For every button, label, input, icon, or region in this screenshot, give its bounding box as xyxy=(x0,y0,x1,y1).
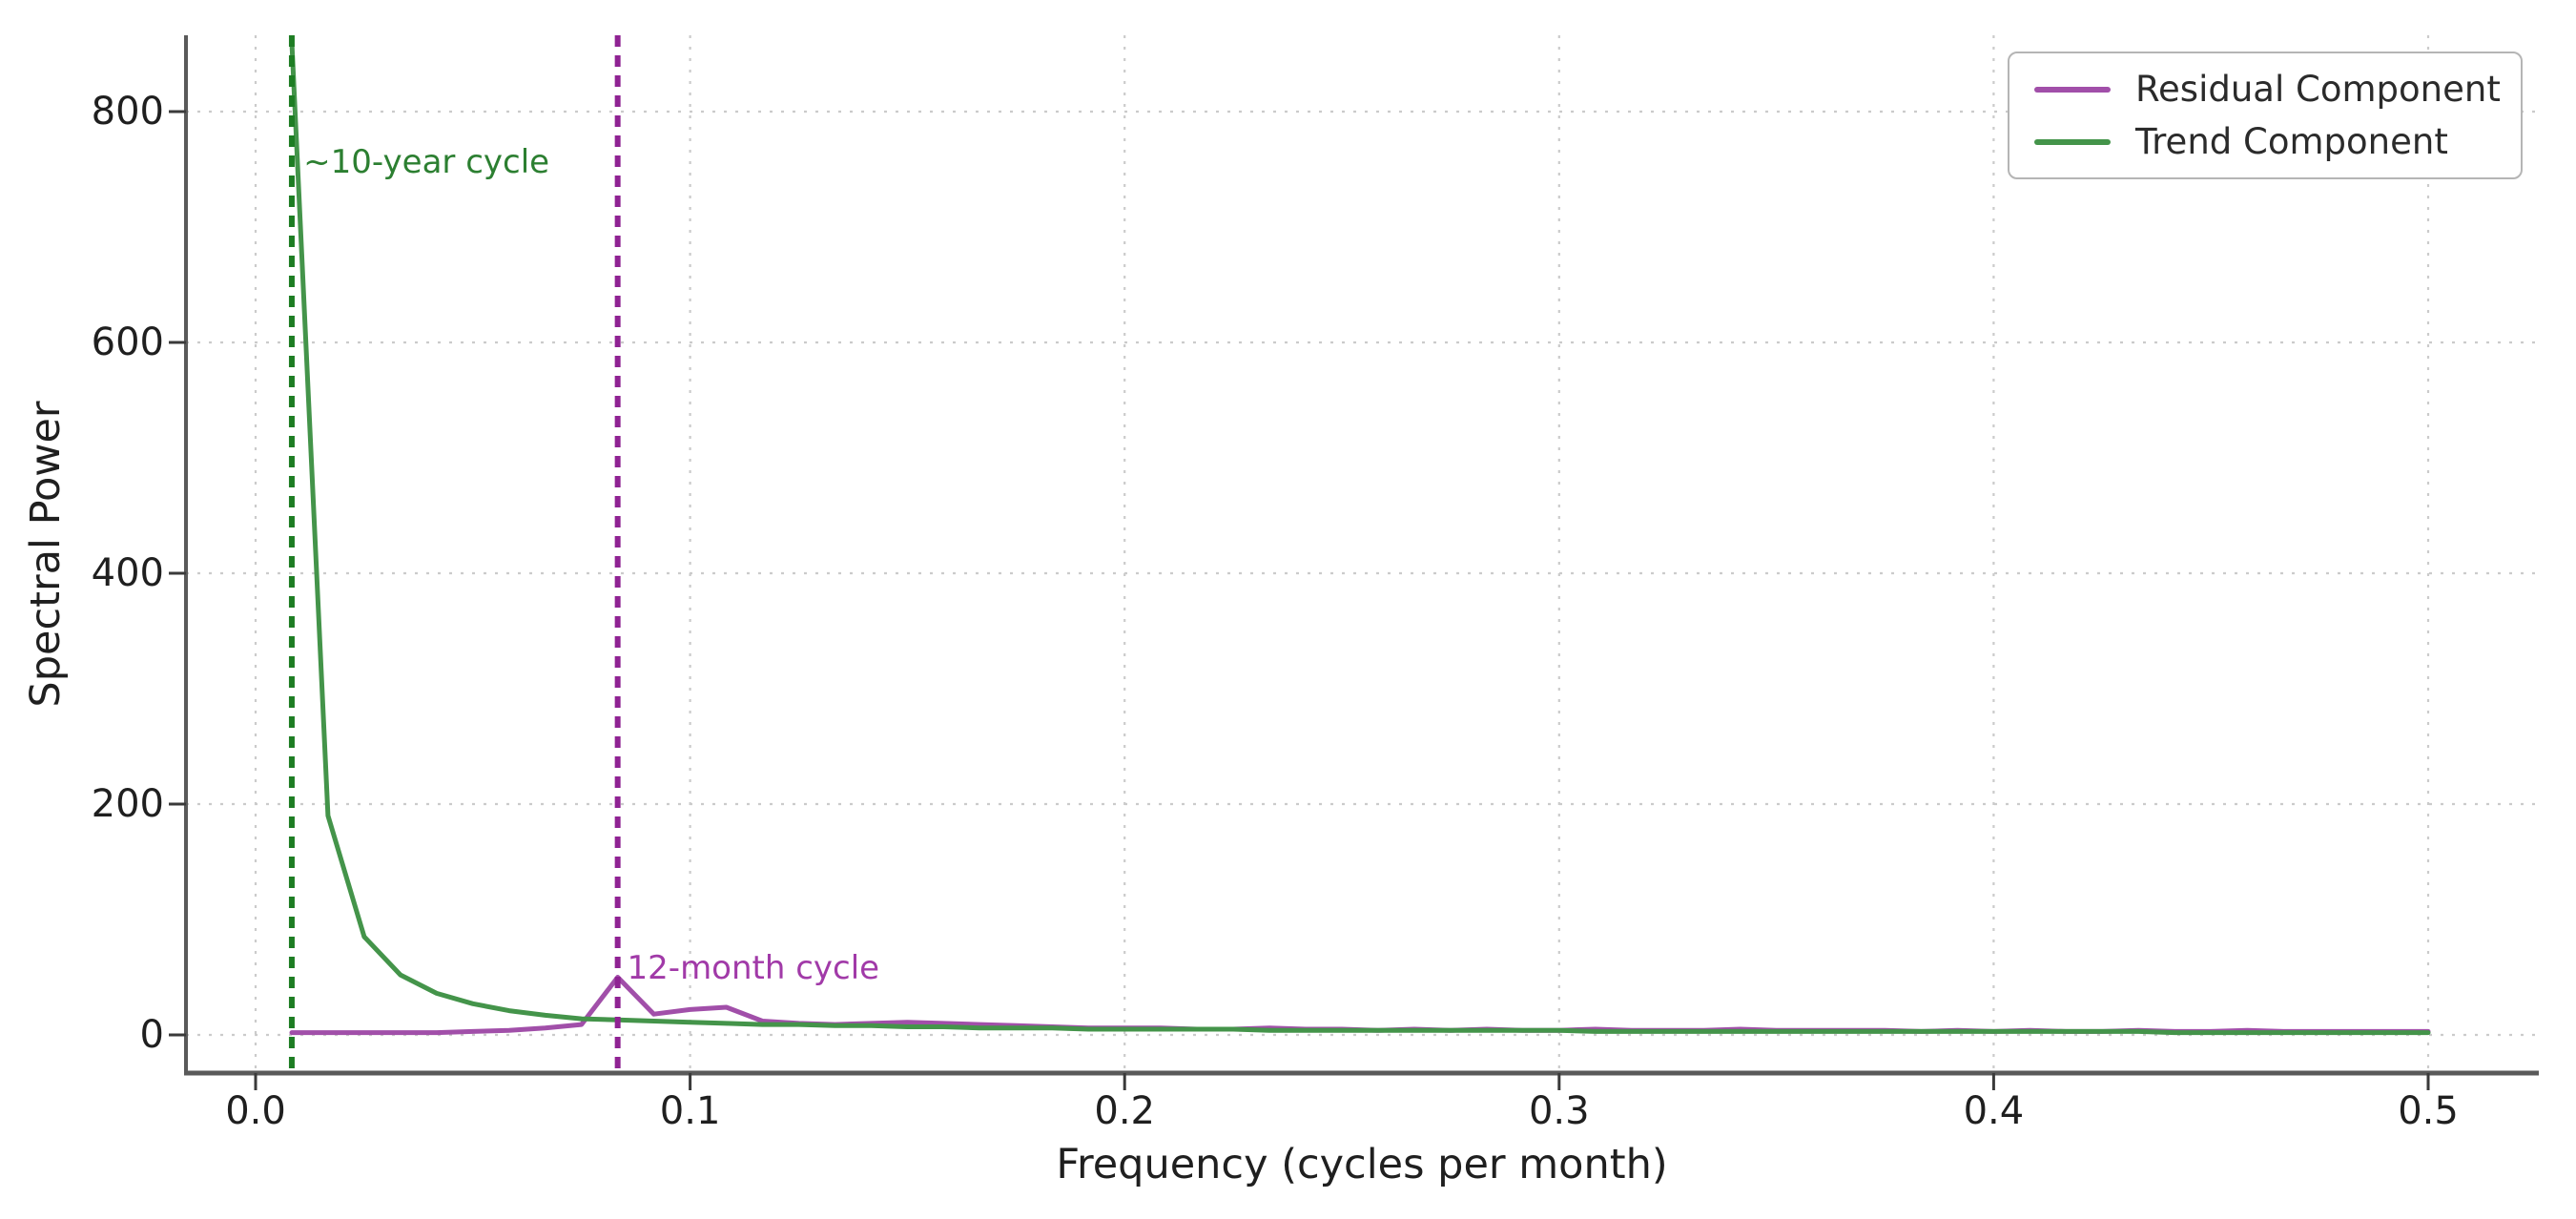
annotation-12-month-cycle: 12-month cycle xyxy=(627,948,880,987)
annotation-10-year-cycle: ~10-year cycle xyxy=(303,143,550,182)
y-tick-label: 400 xyxy=(91,551,164,595)
x-tick-label: 0.3 xyxy=(1528,1089,1590,1133)
y-tick-label: 600 xyxy=(91,320,164,364)
y-axis-label: Spectral Power xyxy=(22,401,70,708)
trend-line-swatch xyxy=(2034,138,2111,145)
x-axis-label: Frequency (cycles per month) xyxy=(1056,1141,1668,1188)
y-tick-label: 200 xyxy=(91,782,164,826)
residual-line-swatch xyxy=(2034,86,2111,93)
x-tick-label: 0.0 xyxy=(225,1089,286,1133)
x-tick-label: 0.2 xyxy=(1094,1089,1155,1133)
legend-label-trend: Trend Component xyxy=(2135,121,2448,162)
legend: Residual Component Trend Component xyxy=(2008,52,2523,179)
y-tick-label: 800 xyxy=(91,90,164,134)
x-tick-label: 0.4 xyxy=(1963,1089,2025,1133)
legend-entry-residual: Residual Component xyxy=(2034,69,2501,110)
legend-entry-trend: Trend Component xyxy=(2034,121,2498,162)
x-tick-label: 0.5 xyxy=(2398,1089,2459,1133)
trend-line xyxy=(289,39,2431,1036)
y-tick-label: 0 xyxy=(139,1013,164,1057)
residual-line xyxy=(289,975,2431,1036)
legend-label-residual: Residual Component xyxy=(2135,69,2501,110)
x-tick-label: 0.1 xyxy=(659,1089,721,1133)
